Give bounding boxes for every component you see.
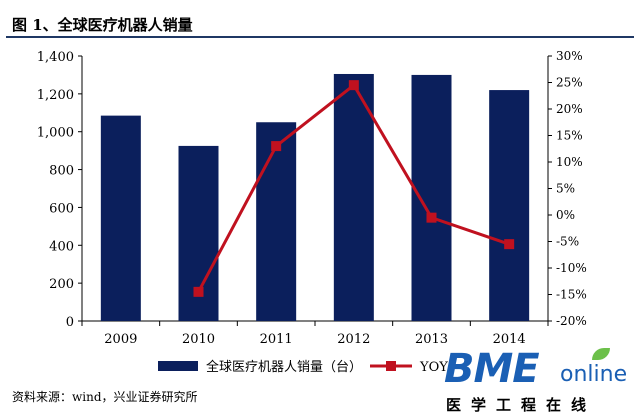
left-tick-label: 1,200	[37, 88, 74, 103]
right-tick-label: -15%	[556, 288, 587, 302]
bar	[333, 73, 374, 321]
watermark-suffix: online	[560, 362, 628, 387]
watermark-subtitle: 医学工程在线	[446, 396, 597, 414]
title-rule	[6, 36, 634, 38]
left-tick-label: 600	[49, 201, 74, 216]
left-tick-label: 200	[49, 277, 74, 292]
figure-header: 图 1、全球医疗机器人销量	[6, 8, 634, 36]
right-tick-label: 10%	[556, 155, 583, 169]
chart: 0 200 400 600 800 1,000 1,200 1,400 -20% -15% -10%…	[37, 49, 587, 375]
leaf-icon	[592, 348, 610, 360]
x-tick-label: 2009	[104, 332, 137, 347]
yoy-point	[348, 80, 359, 91]
right-tick-label: -20%	[556, 314, 587, 328]
bar	[411, 74, 452, 321]
right-tick-label: 30%	[556, 49, 583, 63]
x-tick-label: 2012	[337, 332, 370, 347]
yoy-point	[193, 286, 204, 297]
left-tick-label: 800	[49, 164, 74, 179]
right-tick-label: 0%	[556, 208, 575, 222]
right-tick-label: -5%	[556, 235, 579, 249]
yoy-point	[504, 239, 515, 250]
x-tick-label: 2010	[182, 332, 215, 347]
x-tick-label: 2014	[493, 332, 526, 347]
yoy-point	[271, 141, 282, 152]
figure-title: 图 1、全球医疗机器人销量	[12, 16, 193, 34]
right-tick-label: 25%	[556, 76, 583, 90]
left-tick-label: 1,400	[37, 50, 74, 65]
bar	[256, 122, 297, 321]
right-tick-label: -10%	[556, 261, 587, 275]
bar	[489, 90, 530, 321]
source-note: 资料来源：wind，兴业证券研究所	[12, 390, 198, 404]
legend-line-label: YOY	[419, 360, 448, 375]
bar	[100, 115, 141, 321]
legend-line-marker	[386, 361, 396, 371]
x-tick-label: 2013	[415, 332, 448, 347]
right-tick-label: 20%	[556, 102, 583, 116]
watermark-logo: BME online 医学工程在线	[440, 346, 636, 418]
right-tick-label: 5%	[556, 182, 575, 196]
x-tick-label: 2011	[260, 332, 293, 347]
left-tick-label: 400	[49, 239, 74, 254]
right-tick-label: 15%	[556, 129, 583, 143]
legend-bar-swatch	[158, 361, 198, 371]
left-tick-label: 0	[66, 315, 74, 330]
watermark-brand: BME	[444, 346, 540, 392]
legend-bar-label: 全球医疗机器人销量（台）	[206, 359, 362, 375]
yoy-point	[426, 212, 437, 223]
left-tick-label: 1,000	[37, 126, 74, 141]
